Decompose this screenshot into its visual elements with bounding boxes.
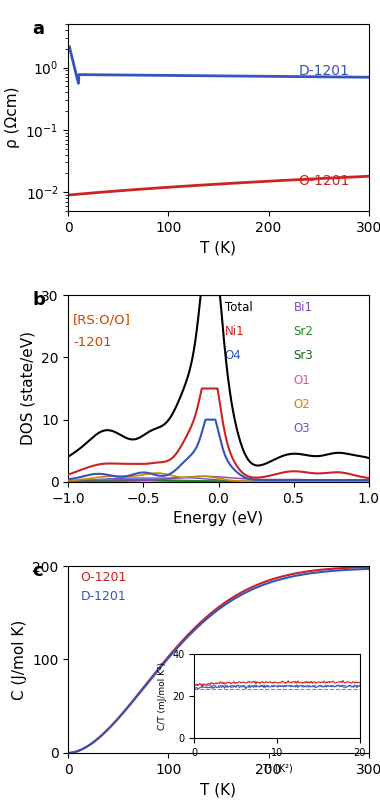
Text: D-1201: D-1201 (299, 64, 350, 78)
Text: Bi1: Bi1 (293, 300, 312, 314)
Text: D-1201: D-1201 (81, 590, 126, 602)
Text: O-1201: O-1201 (81, 571, 127, 584)
X-axis label: Energy (eV): Energy (eV) (173, 511, 264, 526)
Text: O4: O4 (225, 349, 241, 362)
Text: Sr3: Sr3 (293, 349, 313, 362)
Y-axis label: ρ (Ωcm): ρ (Ωcm) (5, 87, 20, 148)
Text: O2: O2 (293, 398, 310, 411)
Text: Sr2: Sr2 (293, 325, 314, 338)
Text: O3: O3 (293, 422, 310, 435)
Y-axis label: C (J/mol K): C (J/mol K) (12, 619, 27, 699)
Text: b: b (32, 292, 45, 309)
Text: c: c (32, 562, 43, 580)
X-axis label: T (K): T (K) (201, 240, 236, 256)
Text: -1201: -1201 (73, 336, 111, 348)
Text: Ni1: Ni1 (225, 325, 244, 338)
X-axis label: T (K): T (K) (201, 783, 236, 797)
Text: Total: Total (225, 300, 252, 314)
Text: a: a (32, 20, 44, 38)
Text: O-1201: O-1201 (299, 174, 350, 188)
Text: [RS:O/O]: [RS:O/O] (73, 314, 131, 327)
Text: O1: O1 (293, 373, 310, 387)
Y-axis label: DOS (state/eV): DOS (state/eV) (21, 332, 35, 445)
